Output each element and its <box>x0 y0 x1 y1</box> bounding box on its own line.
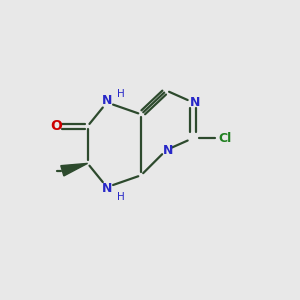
Text: N: N <box>189 96 200 109</box>
Text: O: O <box>50 119 62 133</box>
Text: H: H <box>117 192 125 202</box>
Polygon shape <box>61 164 88 176</box>
Text: N: N <box>102 182 112 195</box>
Text: Cl: Cl <box>218 132 232 145</box>
Text: N: N <box>163 143 173 157</box>
Text: N: N <box>102 94 112 107</box>
Text: H: H <box>117 88 125 98</box>
